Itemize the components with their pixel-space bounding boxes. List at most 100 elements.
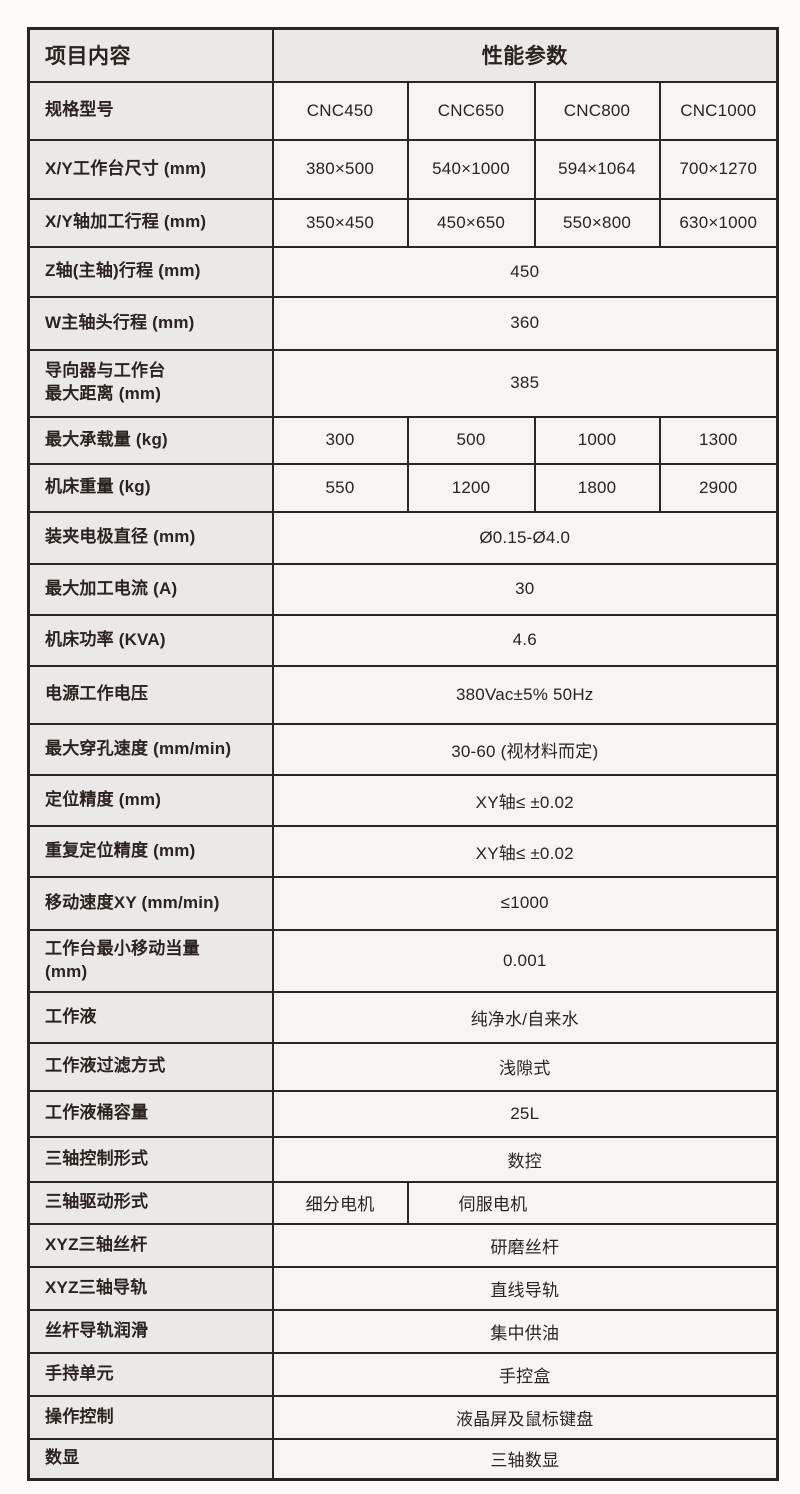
table-row: XYZ三轴导轨 直线导轨: [27, 1265, 779, 1311]
row-value: 500: [406, 415, 536, 465]
row-value: 30-60 (视材料而定): [271, 722, 779, 776]
row-value: 450×650: [406, 197, 536, 248]
row-value: 1000: [533, 415, 661, 465]
table-row: X/Y轴加工行程 (mm) 350×450 450×650 550×800 630×10…: [27, 197, 779, 248]
row-value: 直线导轨: [271, 1265, 779, 1311]
table-row: W主轴头行程 (mm) 360: [27, 295, 779, 351]
row-value: 伺服电机: [406, 1180, 779, 1225]
header-params-column: 性能参数: [271, 27, 779, 83]
row-label: 机床功率 (KVA): [27, 613, 274, 667]
row-value: 2900: [658, 462, 779, 513]
table-row: 工作液桶容量 25L: [27, 1089, 779, 1138]
row-label: 丝杆导轨润滑: [27, 1308, 274, 1354]
row-label: 三轴控制形式: [27, 1135, 274, 1183]
table-row: 最大穿孔速度 (mm/min) 30-60 (视材料而定): [27, 722, 779, 776]
table-row: 三轴驱动形式 细分电机 伺服电机: [27, 1180, 779, 1225]
row-value: 630×1000: [658, 197, 779, 248]
row-value: XY轴≤ ±0.02: [271, 824, 779, 878]
row-value: 0.001: [271, 928, 779, 993]
table-row: 移动速度XY (mm/min) ≤1000: [27, 875, 779, 931]
table-row: 机床重量 (kg) 550 1200 1800 2900: [27, 462, 779, 513]
row-label: Z轴(主轴)行程 (mm): [27, 245, 274, 298]
table-row: 手持单元 手控盒: [27, 1351, 779, 1397]
row-label: 电源工作电压: [27, 664, 274, 725]
row-value: 594×1064: [533, 138, 661, 200]
row-value: 三轴数显: [271, 1437, 779, 1481]
header-items-column: 项目内容: [27, 27, 274, 83]
table-row: 导向器与工作台 最大距离 (mm) 385: [27, 348, 779, 418]
row-value: 1200: [406, 462, 536, 513]
row-label: 工作液: [27, 990, 274, 1044]
row-value: 数控: [271, 1135, 779, 1183]
row-value: 360: [271, 295, 779, 351]
row-label: 移动速度XY (mm/min): [27, 875, 274, 931]
row-label: 最大加工电流 (A): [27, 562, 274, 616]
row-value: 300: [271, 415, 409, 465]
row-label: 三轴驱动形式: [27, 1180, 274, 1225]
row-value: 450: [271, 245, 779, 298]
row-label: X/Y轴加工行程 (mm): [27, 197, 274, 248]
row-label: 装夹电极直径 (mm): [27, 510, 274, 565]
spec-table-body: 规格型号 CNC450 CNC650 CNC800 CNC1000 X/Y工作台尺寸 (m…: [27, 80, 779, 1481]
row-value: 25L: [271, 1089, 779, 1138]
table-row: 最大承载量 (kg) 300 500 1000 1300: [27, 415, 779, 465]
table-header-row: 项目内容 性能参数: [27, 27, 779, 83]
row-value: CNC800: [533, 80, 661, 141]
row-label: 规格型号: [27, 80, 274, 141]
row-value: XY轴≤ ±0.02: [271, 773, 779, 827]
row-label: 工作台最小移动当量 (mm): [27, 928, 274, 993]
table-row: Z轴(主轴)行程 (mm) 450: [27, 245, 779, 298]
table-row: 装夹电极直径 (mm) Ø0.15-Ø4.0: [27, 510, 779, 565]
row-value: 4.6: [271, 613, 779, 667]
table-row: 三轴控制形式 数控: [27, 1135, 779, 1183]
table-row: 工作台最小移动当量 (mm) 0.001: [27, 928, 779, 993]
row-value: 540×1000: [406, 138, 536, 200]
table-row: X/Y工作台尺寸 (mm) 380×500 540×1000 594×1064 700×…: [27, 138, 779, 200]
row-value: 手控盒: [271, 1351, 779, 1397]
row-label: 工作液过滤方式: [27, 1041, 274, 1092]
row-label: 最大穿孔速度 (mm/min): [27, 722, 274, 776]
row-value: 380Vac±5% 50Hz: [271, 664, 779, 725]
row-label: 最大承载量 (kg): [27, 415, 274, 465]
row-value: 液晶屏及鼠标键盘: [271, 1394, 779, 1440]
spec-table: 项目内容 性能参数 规格型号 CNC450 CNC650 CNC800 CNC1000 X…: [27, 27, 779, 1481]
row-value: 385: [271, 348, 779, 418]
table-row: 定位精度 (mm) XY轴≤ ±0.02: [27, 773, 779, 827]
table-row: 丝杆导轨润滑 集中供油: [27, 1308, 779, 1354]
row-label: 重复定位精度 (mm): [27, 824, 274, 878]
table-row: 机床功率 (KVA) 4.6: [27, 613, 779, 667]
row-label: W主轴头行程 (mm): [27, 295, 274, 351]
table-row: 电源工作电压 380Vac±5% 50Hz: [27, 664, 779, 725]
row-value: 集中供油: [271, 1308, 779, 1354]
row-value: CNC1000: [658, 80, 779, 141]
row-value: 纯净水/自来水: [271, 990, 779, 1044]
row-label: 机床重量 (kg): [27, 462, 274, 513]
row-value: 550×800: [533, 197, 661, 248]
table-row: XYZ三轴丝杆 研磨丝杆: [27, 1222, 779, 1268]
row-label: 工作液桶容量: [27, 1089, 274, 1138]
row-value: CNC450: [271, 80, 409, 141]
row-label: XYZ三轴导轨: [27, 1265, 274, 1311]
table-row: 操作控制 液晶屏及鼠标键盘: [27, 1394, 779, 1440]
row-label: XYZ三轴丝杆: [27, 1222, 274, 1268]
table-row: 工作液过滤方式 浅隙式: [27, 1041, 779, 1092]
row-value: 380×500: [271, 138, 409, 200]
row-value: ≤1000: [271, 875, 779, 931]
row-value: 浅隙式: [271, 1041, 779, 1092]
table-row: 工作液 纯净水/自来水: [27, 990, 779, 1044]
row-label: X/Y工作台尺寸 (mm): [27, 138, 274, 200]
row-value: 1300: [658, 415, 779, 465]
table-row: 重复定位精度 (mm) XY轴≤ ±0.02: [27, 824, 779, 878]
row-label: 数显: [27, 1437, 274, 1481]
row-label: 定位精度 (mm): [27, 773, 274, 827]
table-row: 规格型号 CNC450 CNC650 CNC800 CNC1000: [27, 80, 779, 141]
row-value: 550: [271, 462, 409, 513]
table-row: 数显 三轴数显: [27, 1437, 779, 1481]
row-label: 手持单元: [27, 1351, 274, 1397]
row-value: 细分电机: [271, 1180, 409, 1225]
row-label: 导向器与工作台 最大距离 (mm): [27, 348, 274, 418]
row-value: 30: [271, 562, 779, 616]
row-value: 1800: [533, 462, 661, 513]
row-value: Ø0.15-Ø4.0: [271, 510, 779, 565]
